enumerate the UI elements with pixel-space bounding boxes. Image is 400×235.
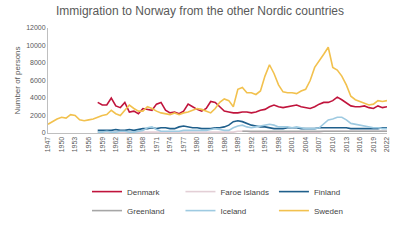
svg-text:1947: 1947 [44,137,51,153]
svg-text:1980: 1980 [193,137,200,153]
svg-text:Finland: Finland [314,188,340,197]
svg-text:4000: 4000 [30,94,46,101]
svg-text:1971: 1971 [153,137,160,153]
svg-text:Immigration to Norway from the: Immigration to Norway from the other Nor… [56,4,344,18]
svg-text:6000: 6000 [30,77,46,84]
svg-text:2016: 2016 [356,137,363,153]
svg-text:2022: 2022 [383,137,390,153]
svg-text:Sweden: Sweden [314,207,343,216]
svg-text:1983: 1983 [207,137,214,153]
svg-text:1986: 1986 [221,137,228,153]
svg-text:Number of persons: Number of persons [13,46,22,114]
svg-text:1953: 1953 [71,137,78,153]
svg-text:2000: 2000 [30,112,46,119]
svg-text:Faroe Islands: Faroe Islands [220,188,268,197]
svg-text:12000: 12000 [26,24,46,31]
svg-text:1998: 1998 [275,137,282,153]
svg-text:2013: 2013 [343,137,350,153]
svg-text:8000: 8000 [30,59,46,66]
svg-text:1977: 1977 [180,137,187,153]
svg-text:2007: 2007 [315,137,322,153]
svg-text:1995: 1995 [261,137,268,153]
svg-text:0: 0 [42,129,46,136]
svg-text:1974: 1974 [166,137,173,153]
svg-text:1950: 1950 [58,137,65,153]
svg-text:Iceland: Iceland [220,207,246,216]
svg-text:1965: 1965 [126,137,133,153]
svg-text:1959: 1959 [99,137,106,153]
svg-text:Denmark: Denmark [127,188,160,197]
svg-text:2001: 2001 [288,137,295,153]
svg-text:2010: 2010 [329,137,336,153]
svg-text:1992: 1992 [248,137,255,153]
svg-text:2019: 2019 [370,137,377,153]
svg-text:1968: 1968 [139,137,146,153]
svg-text:1956: 1956 [85,137,92,153]
svg-text:2004: 2004 [302,137,309,153]
svg-text:10000: 10000 [26,42,46,49]
svg-text:1962: 1962 [112,137,119,153]
svg-text:1989: 1989 [234,137,241,153]
svg-text:Greenland: Greenland [127,207,164,216]
